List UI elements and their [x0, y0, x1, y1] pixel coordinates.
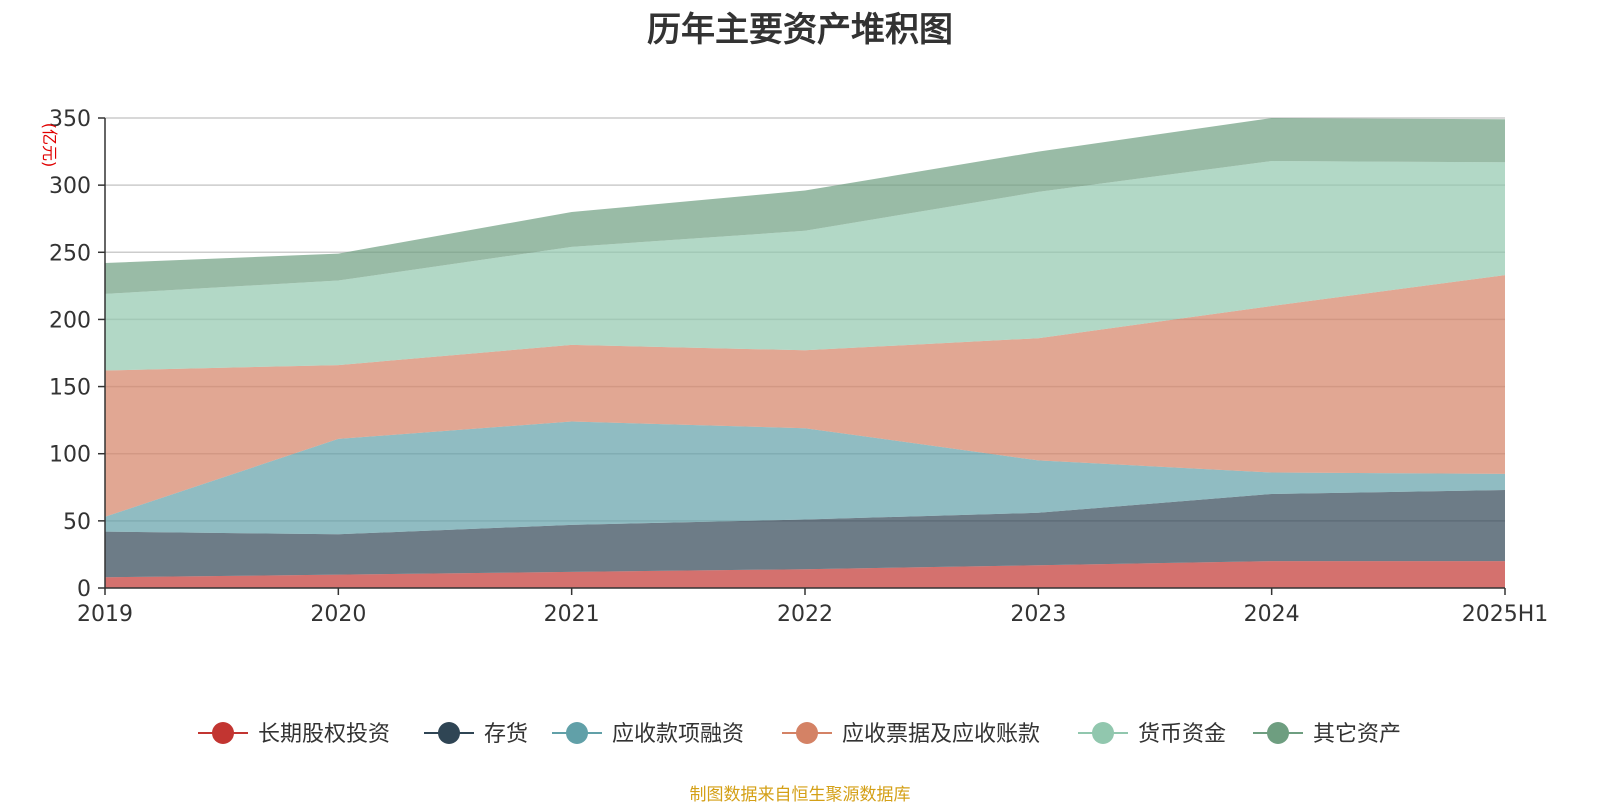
y-tick-label: 100 — [49, 443, 91, 468]
area-series-6 — [105, 118, 1505, 294]
legend-marker — [1092, 722, 1114, 744]
area-series-1 — [105, 561, 1505, 588]
y-tick-label: 250 — [49, 241, 91, 266]
area-series-5 — [105, 161, 1505, 371]
legend-label: 应收票据及应收账款 — [842, 722, 1040, 747]
legend-marker — [438, 722, 460, 744]
y-tick-label: 200 — [49, 308, 91, 333]
legend-label: 存货 — [484, 722, 528, 747]
x-tick-label: 2025H1 — [1462, 602, 1549, 627]
y-axis-unit-label: (亿元) — [40, 123, 59, 168]
y-tick-label: 350 — [49, 107, 91, 132]
x-tick-label: 2024 — [1244, 602, 1300, 627]
area-series-2 — [105, 490, 1505, 578]
y-tick-label: 50 — [63, 510, 91, 535]
x-tick-label: 2021 — [544, 602, 600, 627]
x-tick-label: 2019 — [77, 602, 133, 627]
x-tick-label: 2023 — [1010, 602, 1066, 627]
y-tick-label: 300 — [49, 174, 91, 199]
series-areas — [105, 118, 1505, 588]
legend-marker — [796, 722, 818, 744]
y-tick-label: 150 — [49, 376, 91, 401]
legend-label: 其它资产 — [1313, 722, 1401, 747]
area-series-4 — [105, 275, 1505, 517]
legend-label: 长期股权投资 — [258, 722, 390, 747]
y-tick-label: 0 — [77, 577, 91, 602]
chart-title: 历年主要资产堆积图 — [647, 10, 953, 50]
legend: 长期股权投资 存货 应收款项融资 应收票据及应收账款 货币资金 其它资产 — [198, 722, 1401, 747]
legend-label: 货币资金 — [1138, 722, 1226, 747]
area-series-3 — [105, 421, 1505, 535]
legend-marker — [566, 722, 588, 744]
source-note: 制图数据来自恒生聚源数据库 — [689, 785, 911, 805]
legend-label: 应收款项融资 — [612, 722, 744, 747]
x-tick-label: 2020 — [310, 602, 366, 627]
legend-marker — [212, 722, 234, 744]
legend-marker — [1267, 722, 1289, 744]
axes: 0 50 100 150 200 250 300 350 2019 2020 2021 2022 202… — [49, 107, 1548, 627]
x-tick-label: 2022 — [777, 602, 833, 627]
